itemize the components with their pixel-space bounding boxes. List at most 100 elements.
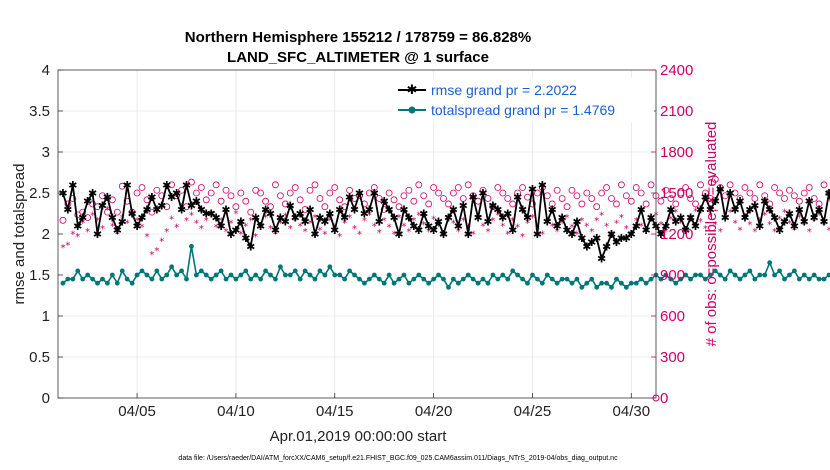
totalspread-point xyxy=(515,272,521,278)
rmse-point: ✱ xyxy=(128,208,137,221)
obs-evaluated-point: * xyxy=(812,216,817,227)
obs-possible-point xyxy=(375,195,383,202)
totalspread-point xyxy=(90,276,95,282)
obs-evaluated-point: * xyxy=(95,216,100,227)
totalspread-point xyxy=(282,272,288,278)
obs-evaluated-point: * xyxy=(298,221,303,232)
obs-evaluated-point: * xyxy=(70,230,75,241)
obs-evaluated-point: * xyxy=(520,232,525,243)
rmse-point: ✱ xyxy=(202,208,211,221)
legend-totalspread-label: totalspread grand pr = 1.4769 xyxy=(431,102,615,118)
rmse-point: ✱ xyxy=(439,228,448,241)
obs-evaluated-point: * xyxy=(110,221,115,232)
obs-possible-point xyxy=(272,181,279,189)
rmse-point: ✱ xyxy=(325,208,334,221)
rmse-point: ✱ xyxy=(735,195,744,208)
obs-possible-point xyxy=(410,197,418,205)
totalspread-point xyxy=(223,276,229,282)
totalspread-point xyxy=(228,272,234,278)
obs-possible-point xyxy=(262,197,269,205)
obs-evaluated-point: * xyxy=(125,219,130,230)
rmse-point: ✱ xyxy=(444,212,453,225)
rmse-point: ✱ xyxy=(503,208,512,221)
obs-evaluated-point: * xyxy=(317,225,322,236)
obs-possible-point xyxy=(692,200,699,208)
totalspread-point xyxy=(762,272,768,278)
totalspread-point xyxy=(717,272,723,278)
rmse-point: ✱ xyxy=(691,220,700,233)
obs-evaluated-point: * xyxy=(184,216,189,227)
obs-possible-point xyxy=(321,203,329,211)
totalspread-point xyxy=(648,276,654,282)
totalspread-point xyxy=(742,272,748,278)
rmse-point: ✱ xyxy=(251,212,260,225)
totalspread-point xyxy=(485,280,491,286)
totalspread-point xyxy=(811,272,817,278)
obs-possible-point xyxy=(192,189,200,197)
obs-possible-point xyxy=(667,195,675,202)
rmse-point: ✱ xyxy=(266,208,275,221)
obs-evaluated-point: * xyxy=(555,227,560,238)
totalspread-point xyxy=(317,268,323,274)
obs-evaluated-point: * xyxy=(263,213,268,224)
obs-possible-point xyxy=(232,203,240,211)
totalspread-point xyxy=(273,276,278,282)
rmse-point: ✱ xyxy=(464,228,473,241)
obs-evaluated-point: * xyxy=(530,213,535,224)
y-axis-label-right: # of obs: o=possible; ×=evaluated xyxy=(703,122,720,347)
obs-possible-point xyxy=(593,203,601,211)
obs-possible-point xyxy=(662,186,670,194)
rmse-point: ✱ xyxy=(473,212,482,225)
rmse-point: ✱ xyxy=(805,195,814,208)
obs-possible-point xyxy=(99,192,106,200)
totalspread-point xyxy=(203,272,209,278)
obs-evaluated-point: * xyxy=(693,206,698,217)
obs-evaluated-point: * xyxy=(372,221,377,232)
obs-possible-point xyxy=(731,189,739,197)
rmse-point: ✱ xyxy=(632,220,641,233)
rmse-point: ✱ xyxy=(478,187,487,200)
obs-possible-point xyxy=(820,181,828,189)
totalspread-point xyxy=(712,268,718,274)
obs-possible-point xyxy=(84,214,92,222)
rmse-point: ✱ xyxy=(310,228,319,241)
totalspread-point xyxy=(460,276,466,282)
obs-evaluated-point: * xyxy=(747,220,752,231)
totalspread-point xyxy=(60,280,66,286)
rmse-point: ✱ xyxy=(355,187,364,200)
totalspread-point xyxy=(791,268,797,274)
obs-evaluated-point: * xyxy=(565,213,570,224)
obs-evaluated-point: * xyxy=(723,214,728,225)
obs-possible-point xyxy=(217,197,225,205)
totalspread-point xyxy=(218,268,224,274)
obs-evaluated-point: * xyxy=(174,223,179,234)
totalspread-point xyxy=(342,276,348,282)
rmse-point: ✱ xyxy=(553,220,562,233)
rmse-point: ✱ xyxy=(483,216,492,229)
rmse-point: ✱ xyxy=(617,232,626,245)
totalspread-point xyxy=(105,280,110,286)
obs-evaluated-point: * xyxy=(411,216,416,227)
rmse-point: ✱ xyxy=(557,212,566,225)
obs-evaluated-point: * xyxy=(194,219,199,230)
totalspread-point xyxy=(821,276,827,282)
obs-evaluated-point: * xyxy=(658,220,663,231)
totalspread-point xyxy=(95,280,100,286)
totalspread-point xyxy=(268,272,273,278)
rmse-point: ✱ xyxy=(137,212,146,225)
rmse-point: ✱ xyxy=(538,179,547,192)
obs-possible-point xyxy=(795,197,803,205)
obs-evaluated-point: * xyxy=(406,227,411,238)
totalspread-point xyxy=(258,276,264,282)
totalspread-point xyxy=(426,280,432,286)
footnote: data file: /Users/raeder/DAI/ATM_forcXX/… xyxy=(178,455,618,462)
obs-possible-point xyxy=(286,189,294,197)
obs-evaluated-point: * xyxy=(569,223,574,234)
totalspread-point xyxy=(169,264,175,270)
obs-possible-point xyxy=(425,200,433,208)
rmse-point: ✱ xyxy=(434,216,443,229)
y-left-tick-label: 4 xyxy=(42,62,50,79)
rmse-point: ✱ xyxy=(454,220,463,233)
totalspread-point xyxy=(490,272,496,278)
obs-evaluated-point: * xyxy=(382,216,387,227)
